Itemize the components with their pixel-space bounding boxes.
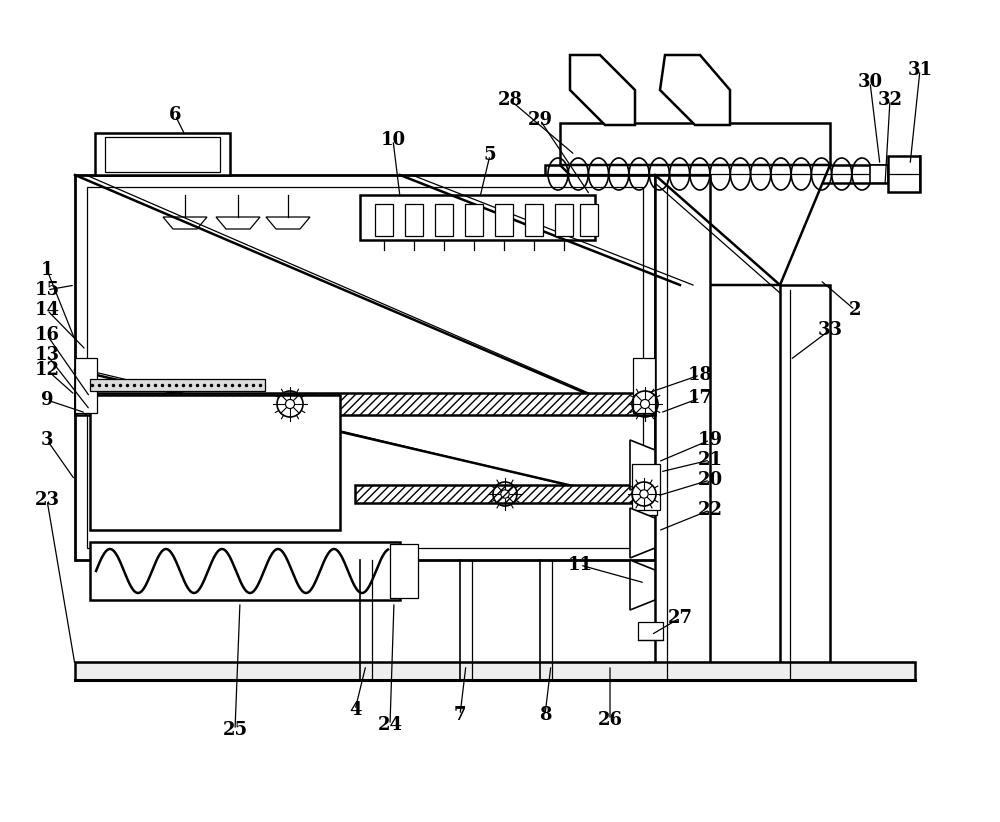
Text: 29: 29 [528,111,552,129]
Bar [355,485,655,503]
Bar [95,133,230,175]
Polygon shape [560,165,830,285]
Text: 18: 18 [688,366,712,384]
Text: 31: 31 [908,61,932,79]
Text: 32: 32 [878,91,902,109]
Text: 7: 7 [454,706,466,724]
Text: 26: 26 [598,711,622,729]
Bar [655,175,710,680]
Text: 12: 12 [34,361,60,379]
Bar [560,123,830,165]
Bar [888,156,920,192]
Text: 33: 33 [818,321,842,339]
Bar [632,464,660,510]
Bar [87,187,643,548]
Bar [75,393,655,415]
Bar [90,542,400,600]
Text: 24: 24 [378,716,402,734]
Text: 3: 3 [41,431,53,449]
Bar [555,204,573,236]
Bar [465,204,483,236]
Bar [75,662,915,680]
Bar [495,204,513,236]
Bar [580,204,598,236]
Bar [870,165,888,183]
Bar [405,204,423,236]
Text: 5: 5 [484,146,496,164]
Text: 13: 13 [34,346,60,364]
Polygon shape [630,560,655,610]
Bar [525,204,543,236]
Polygon shape [630,508,655,558]
Text: 19: 19 [698,431,722,449]
Text: 22: 22 [698,501,722,519]
Text: 1: 1 [41,261,53,279]
Text: 2: 2 [849,301,861,319]
Polygon shape [570,55,635,125]
Text: 11: 11 [568,556,592,574]
Text: 6: 6 [169,106,181,124]
Bar [635,469,657,515]
Bar [90,395,340,530]
Text: 8: 8 [539,706,551,724]
Text: 21: 21 [698,451,722,469]
Bar [780,285,830,680]
Bar [90,379,265,391]
Text: 20: 20 [697,471,723,489]
Text: 10: 10 [380,131,406,149]
Polygon shape [660,55,730,125]
Bar [375,204,393,236]
Bar [545,165,890,183]
Text: 25: 25 [222,721,248,739]
Text: 14: 14 [34,301,60,319]
Text: 17: 17 [688,389,712,407]
Text: 28: 28 [498,91,522,109]
Text: 16: 16 [34,326,60,344]
Polygon shape [630,440,655,490]
Text: 23: 23 [34,491,60,509]
Text: 30: 30 [857,73,883,91]
Bar [360,195,595,240]
Bar [435,204,453,236]
Bar [75,175,655,560]
Text: 4: 4 [349,701,361,719]
Text: 27: 27 [668,609,692,627]
Bar [105,137,220,172]
Text: 15: 15 [34,281,60,299]
Bar [633,358,655,413]
Bar [638,622,663,640]
Bar [390,544,418,598]
Bar [75,358,97,413]
Text: 9: 9 [41,391,53,409]
